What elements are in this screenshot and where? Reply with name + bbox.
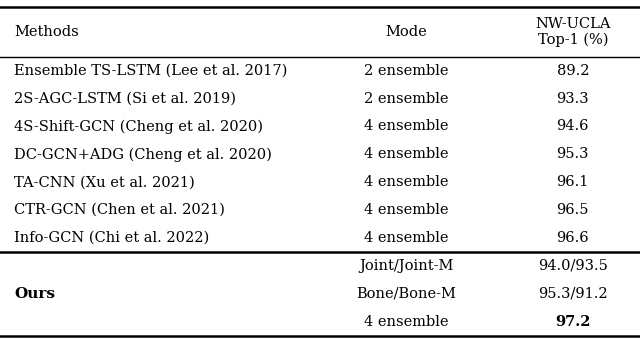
Text: CTR-GCN (Chen et al. 2021): CTR-GCN (Chen et al. 2021) — [14, 203, 225, 217]
Text: TA-CNN (Xu et al. 2021): TA-CNN (Xu et al. 2021) — [14, 175, 195, 189]
Text: 96.6: 96.6 — [557, 231, 589, 245]
Text: 89.2: 89.2 — [557, 64, 589, 78]
Text: 97.2: 97.2 — [555, 314, 591, 329]
Text: 95.3: 95.3 — [557, 147, 589, 162]
Text: 4 ensemble: 4 ensemble — [364, 203, 449, 217]
Text: 4 ensemble: 4 ensemble — [364, 119, 449, 134]
Text: 93.3: 93.3 — [557, 91, 589, 106]
Text: 4 ensemble: 4 ensemble — [364, 175, 449, 189]
Text: 4 ensemble: 4 ensemble — [364, 147, 449, 162]
Text: 2S-AGC-LSTM (Si et al. 2019): 2S-AGC-LSTM (Si et al. 2019) — [14, 91, 236, 106]
Text: 96.5: 96.5 — [557, 203, 589, 217]
Text: 4S-Shift-GCN (Cheng et al. 2020): 4S-Shift-GCN (Cheng et al. 2020) — [14, 119, 263, 134]
Text: Ensemble TS-LSTM (Lee et al. 2017): Ensemble TS-LSTM (Lee et al. 2017) — [14, 64, 287, 78]
Text: NW-UCLA
Top-1 (%): NW-UCLA Top-1 (%) — [535, 17, 611, 48]
Text: Info-GCN (Chi et al. 2022): Info-GCN (Chi et al. 2022) — [14, 231, 209, 245]
Text: 96.1: 96.1 — [557, 175, 589, 189]
Text: DC-GCN+ADG (Cheng et al. 2020): DC-GCN+ADG (Cheng et al. 2020) — [14, 147, 272, 162]
Text: Joint/Joint-M: Joint/Joint-M — [359, 259, 454, 273]
Text: Bone/Bone-M: Bone/Bone-M — [356, 287, 456, 301]
Text: 2 ensemble: 2 ensemble — [364, 91, 449, 106]
Text: Ours: Ours — [14, 287, 55, 301]
Text: 4 ensemble: 4 ensemble — [364, 314, 449, 329]
Text: 4 ensemble: 4 ensemble — [364, 231, 449, 245]
Text: 94.0/93.5: 94.0/93.5 — [538, 259, 608, 273]
Text: Mode: Mode — [385, 25, 428, 39]
Text: 2 ensemble: 2 ensemble — [364, 64, 449, 78]
Text: Methods: Methods — [14, 25, 79, 39]
Text: 94.6: 94.6 — [557, 119, 589, 134]
Text: 95.3/91.2: 95.3/91.2 — [538, 287, 607, 301]
